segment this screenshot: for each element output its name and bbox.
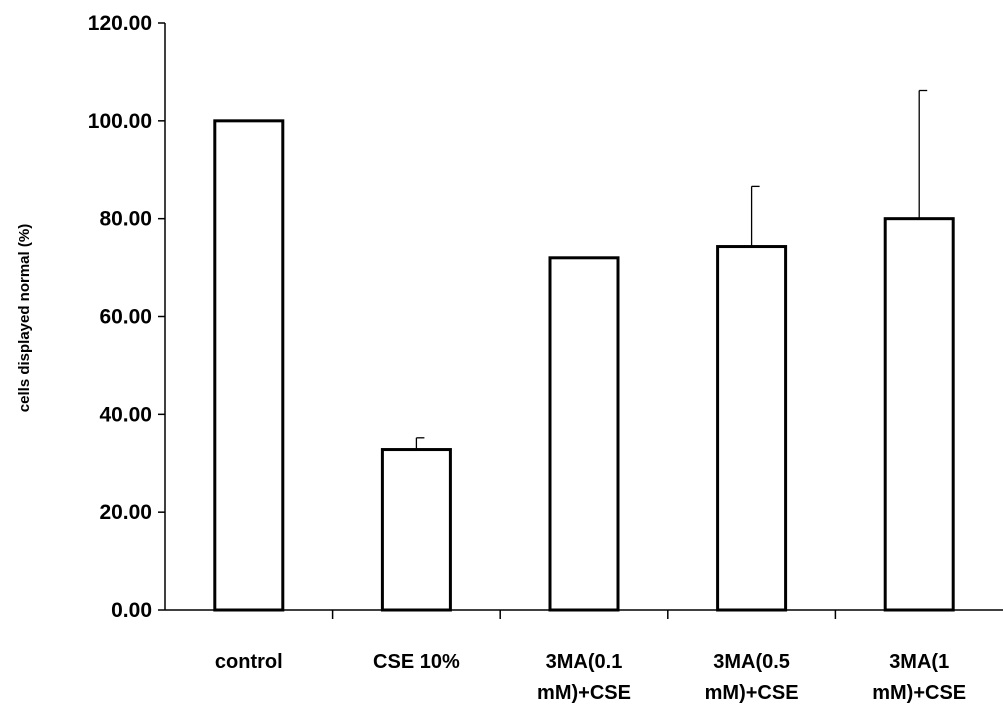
x-category-label: 3MA(0.5 mM)+CSE: [705, 651, 799, 704]
x-category-label-line: control: [215, 651, 283, 673]
y-tick-label: 80.00: [99, 208, 152, 231]
bar: [548, 256, 620, 612]
y-tick-label: 120.00: [88, 12, 152, 35]
bars: [213, 119, 955, 612]
bar: [213, 119, 285, 612]
y-axis-ticks: 0.00 20.00 40.00 60.00 80.00 100.00 120.00: [88, 12, 165, 622]
bar: [883, 217, 955, 612]
x-category-label-line: mM)+CSE: [872, 682, 966, 704]
bar: [716, 245, 788, 612]
y-tick-label: 20.00: [99, 501, 152, 524]
error-bars: [415, 89, 928, 450]
x-category-label: 3MA(0.1 mM)+CSE: [537, 651, 631, 704]
x-category-label: 3MA(1 mM)+CSE: [872, 651, 966, 704]
y-tick-label: 100.00: [88, 110, 152, 133]
x-category-label: CSE 10%: [373, 651, 460, 673]
y-tick-label: 40.00: [99, 403, 152, 426]
x-category-label-line: 3MA(0.1: [546, 651, 623, 673]
x-category-label: control: [215, 651, 283, 673]
x-category-label-line: 3MA(0.5: [713, 651, 790, 673]
y-axis-title: cells displayed normal (%): [16, 224, 33, 412]
x-category-label-line: CSE 10%: [373, 651, 460, 673]
x-category-label-line: mM)+CSE: [705, 682, 799, 704]
y-tick-label: 60.00: [99, 306, 152, 329]
x-axis-labels: control CSE 10% 3MA(0.1 mM)+CSE 3MA(0.5 mM)+C…: [215, 651, 966, 704]
x-category-label-line: 3MA(1: [889, 651, 949, 673]
x-category-label-line: mM)+CSE: [537, 682, 631, 704]
bar: [380, 448, 452, 612]
y-tick-label: 0.00: [111, 599, 152, 622]
